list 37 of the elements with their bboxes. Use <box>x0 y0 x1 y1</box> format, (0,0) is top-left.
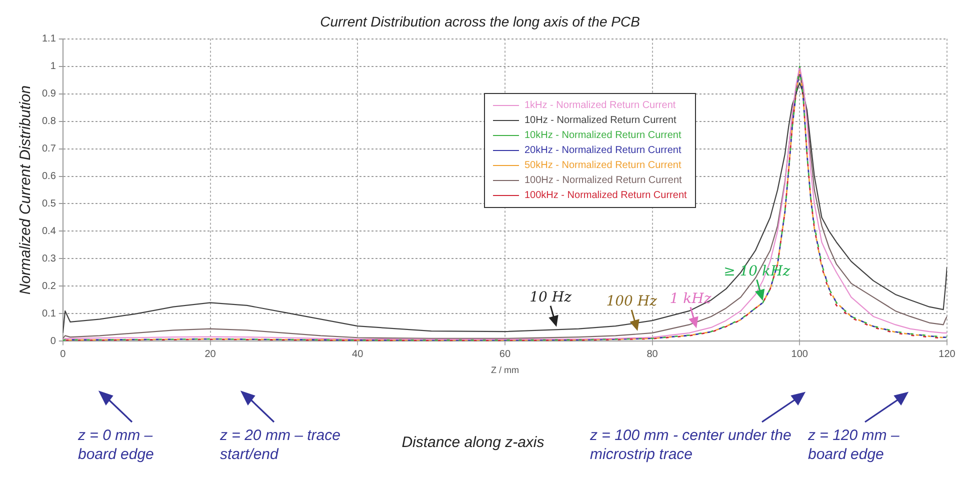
legend-label: 100Hz - Normalized Return Current <box>524 174 682 188</box>
y-tick-label: 0 <box>50 336 56 347</box>
annotation: 10 Hz <box>530 289 572 306</box>
text: Distance along z-axis <box>400 433 546 452</box>
legend-label: 1kHz - Normalized Return Current <box>524 99 676 113</box>
y-tick-label: 0.9 <box>42 88 56 100</box>
text: z = 20 mm – trace start/end <box>220 426 342 464</box>
y-tick-label: 0.4 <box>42 226 56 237</box>
y-tick-label: 0.7 <box>42 144 56 155</box>
x-tick-label: 80 <box>646 348 658 360</box>
y-tick-label: 1 <box>50 61 56 72</box>
chart-title: Current Distribution across the long axis of the PCB <box>320 13 640 30</box>
y-axis-title: Normalized Current Distribution <box>17 85 34 295</box>
text: z = 100 mm - center under the microstrip trace <box>590 427 792 463</box>
y-tick-label: 0.2 <box>42 280 56 292</box>
y-tick-label: 0.1 <box>42 308 56 320</box>
annotation: 1 kHz <box>670 290 712 307</box>
text: z = 0 mm – board edge <box>78 426 155 464</box>
x-axis-title: Z / mm <box>490 365 519 376</box>
x-tick-label: 20 <box>204 348 216 360</box>
x-tick-label: 0 <box>60 348 66 360</box>
y-tick-label: 0.3 <box>42 253 56 264</box>
legend-label: 10kHz - Normalized Return Current <box>524 129 682 143</box>
x-tick-label: 120 <box>938 348 956 360</box>
y-tick-label: 0.6 <box>42 171 56 182</box>
legend-label: 20kHz - Normalized Return Current <box>524 144 682 158</box>
x-tick-label: 60 <box>499 348 511 360</box>
annotation: 100 Hz <box>606 294 658 310</box>
text: z = 120 mm – board edge <box>808 426 900 464</box>
x-tick-label: 40 <box>352 348 364 360</box>
legend-label: 50kHz - Normalized Return Current <box>524 159 682 173</box>
y-tick-label: 0.5 <box>42 198 56 210</box>
y-tick-label: 0.8 <box>42 116 56 128</box>
y-tick-label: 1.1 <box>42 34 56 45</box>
legend-label: 100kHz - Normalized Return Current <box>524 189 687 203</box>
x-tick-label: 100 <box>791 348 808 360</box>
legend-label: 10Hz - Normalized Return Current <box>524 114 676 128</box>
